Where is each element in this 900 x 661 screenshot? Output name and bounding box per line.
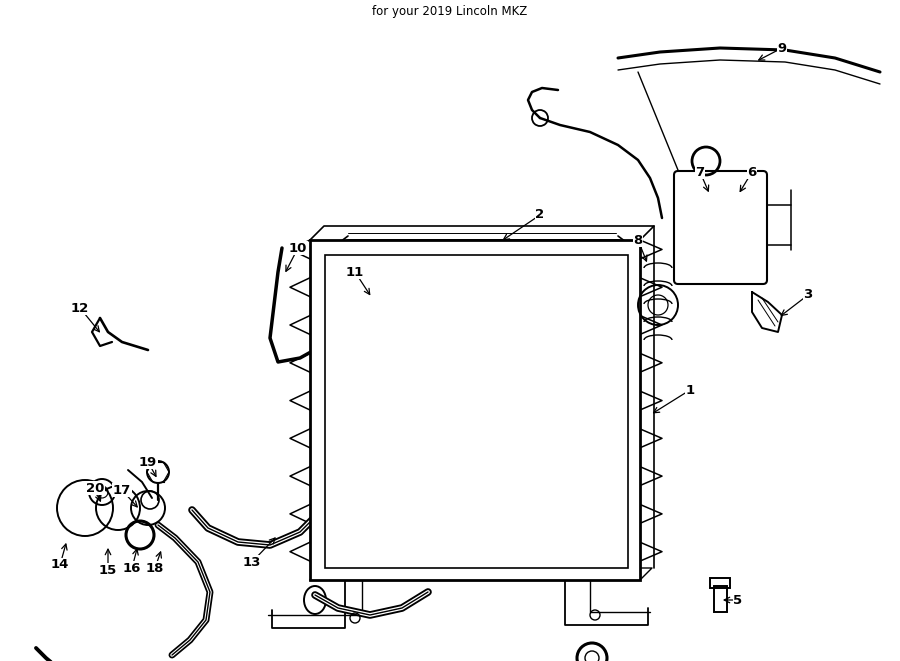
Text: 19: 19 [139, 455, 158, 469]
Text: 11: 11 [346, 266, 365, 278]
Text: 10: 10 [289, 241, 307, 254]
Text: 14: 14 [50, 559, 69, 572]
FancyBboxPatch shape [674, 171, 767, 284]
Text: 8: 8 [634, 233, 643, 247]
Text: 3: 3 [804, 288, 813, 301]
Text: 17: 17 [112, 483, 131, 496]
Bar [310, 240, 640, 580]
Bar [714, 586, 727, 612]
Text: 7: 7 [696, 165, 705, 178]
Text: 20: 20 [86, 481, 104, 494]
Text: 16: 16 [122, 561, 141, 574]
Text: 9: 9 [778, 42, 787, 54]
Text: 13: 13 [243, 555, 261, 568]
Text: 5: 5 [734, 594, 742, 607]
Text: 15: 15 [99, 563, 117, 576]
Text: 1: 1 [686, 383, 695, 397]
Text: 18: 18 [146, 561, 164, 574]
Text: for your 2019 Lincoln MKZ: for your 2019 Lincoln MKZ [373, 5, 527, 18]
Bar [710, 578, 730, 588]
Text: 2: 2 [536, 208, 544, 221]
Text: 6: 6 [747, 165, 757, 178]
Text: 12: 12 [71, 301, 89, 315]
Bar [325, 255, 628, 568]
